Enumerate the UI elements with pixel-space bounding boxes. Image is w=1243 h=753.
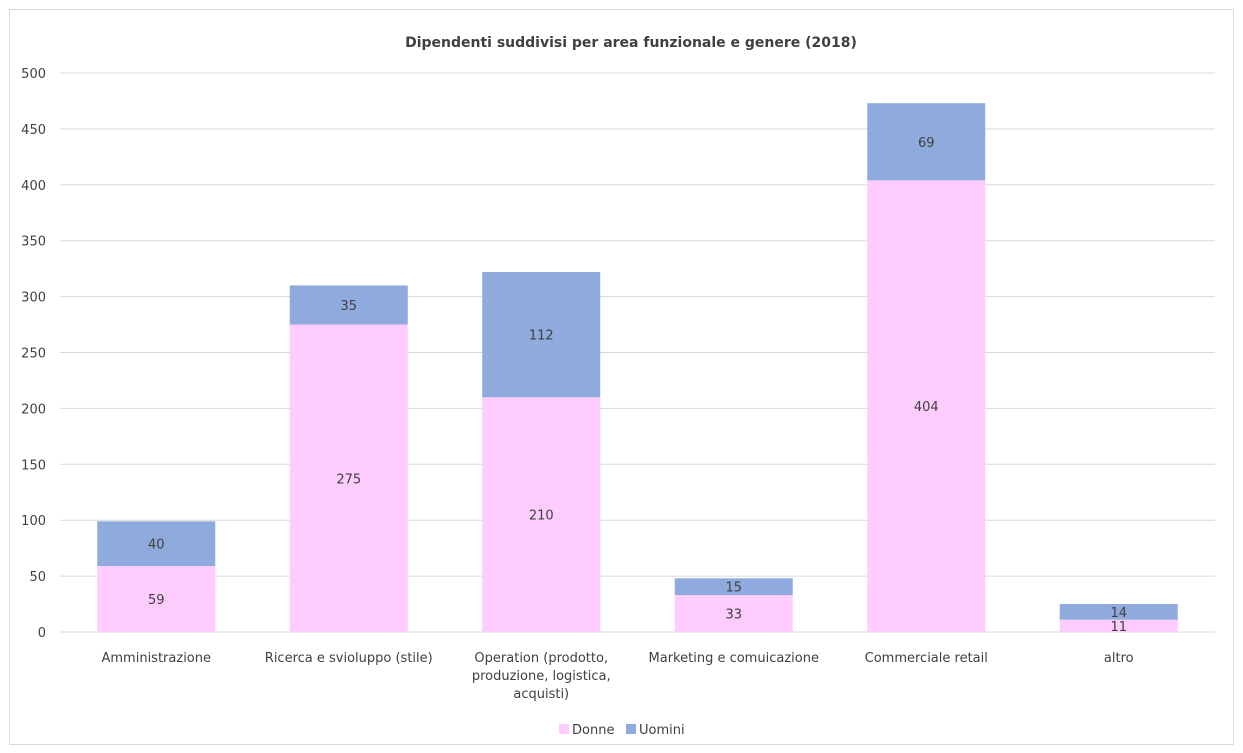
- x-category-label: Marketing e comuicazione: [649, 651, 819, 666]
- y-tick-label: 500: [21, 67, 46, 82]
- bar-uomini: [674, 578, 793, 596]
- x-category-label: altro: [1104, 651, 1134, 666]
- bar-uomini: [1059, 604, 1178, 620]
- legend-label-uomini: Uomini: [639, 723, 685, 738]
- legend-swatch-donne: [559, 724, 569, 734]
- data-label: 15: [725, 581, 742, 596]
- legend-label-donne: Donne: [572, 723, 614, 738]
- data-label: 11: [1110, 620, 1127, 635]
- y-axis-ticks: 0 50 100 150 200 250 300 350 400 450 500: [21, 67, 46, 641]
- y-tick-label: 100: [21, 514, 46, 529]
- x-category-label: Commerciale retail: [865, 651, 988, 666]
- y-tick-label: 300: [21, 291, 46, 306]
- bar-donne: [674, 595, 793, 632]
- y-tick-label: 450: [21, 123, 46, 138]
- data-label: 69: [918, 136, 935, 151]
- chart-frame: [9, 9, 1234, 745]
- legend-swatch-uomini: [626, 724, 636, 734]
- y-tick-label: 50: [29, 570, 46, 585]
- bar-uomini: [97, 521, 216, 567]
- data-label: 59: [148, 593, 165, 608]
- data-label: 275: [336, 472, 361, 487]
- bar-donne: [482, 397, 601, 632]
- data-label: 35: [340, 299, 357, 314]
- bar-donne: [289, 324, 408, 632]
- y-tick-label: 200: [21, 402, 46, 417]
- bars: [97, 103, 1178, 632]
- y-tick-label: 350: [21, 235, 46, 250]
- bar-uomini: [482, 272, 601, 398]
- bar-uomini: [289, 285, 408, 325]
- gridlines: [60, 72, 1215, 633]
- data-label: 14: [1110, 606, 1127, 621]
- x-category-label: Ricerca e svioluppo (stile): [265, 651, 433, 666]
- y-tick-label: 0: [38, 626, 46, 641]
- bar-donne: [867, 180, 986, 632]
- x-category-label: Amministrazione: [102, 651, 212, 666]
- legend: Donne Uomini: [559, 723, 685, 738]
- bar-uomini: [867, 103, 986, 181]
- y-tick-label: 250: [21, 347, 46, 362]
- data-label: 404: [914, 400, 939, 415]
- y-tick-label: 400: [21, 179, 46, 194]
- data-label: 40: [148, 538, 165, 553]
- x-category-label: Operation (prodotto, produzione, logistic…: [472, 651, 611, 702]
- bar-donne: [97, 566, 216, 632]
- data-label: 112: [529, 329, 554, 344]
- x-axis-categories: Amministrazione Ricerca e svioluppo (stil…: [102, 651, 1134, 702]
- bar-donne: [1059, 619, 1178, 632]
- data-label: 210: [529, 509, 554, 524]
- data-label: 33: [725, 608, 742, 623]
- chart-title: Dipendenti suddivisi per area funzionale…: [405, 35, 857, 51]
- y-tick-label: 150: [21, 458, 46, 473]
